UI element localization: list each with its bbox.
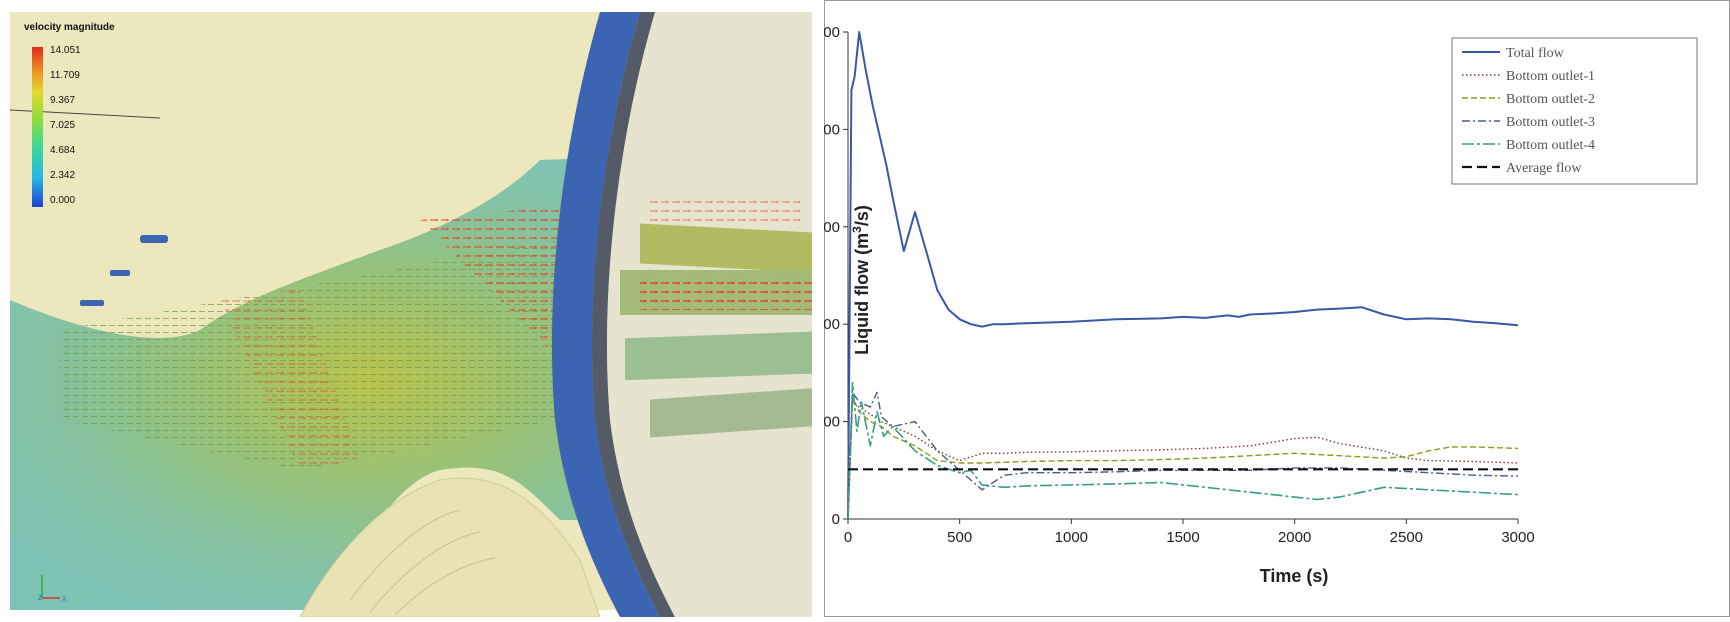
axes-triad: z x — [38, 575, 67, 603]
intake-wall — [552, 12, 660, 617]
y-tick-label: 0 — [832, 511, 840, 528]
chart-legend: Total flow Bottom outlet-1 Bottom outlet-2… — [1451, 37, 1698, 185]
legend-tick-label: 11.709 — [50, 70, 80, 81]
intake-rim — [592, 12, 675, 617]
x-tick-label: 1000 — [1055, 529, 1088, 546]
series-line-4 — [847, 391, 1519, 520]
x-tick-label: 1500 — [1166, 529, 1199, 546]
legend-tick-label: 0.000 — [50, 195, 75, 206]
y-axis-label-sup: 3 — [850, 226, 864, 233]
legend-title: velocity magnitude — [24, 22, 115, 33]
legend-tick-label: 7.025 — [50, 120, 75, 131]
outlet-tube-vectors — [640, 195, 812, 310]
triad-z-label: z — [38, 592, 43, 602]
sand-mound — [299, 477, 601, 618]
series-line-3 — [847, 396, 1519, 520]
x-tick-label: 2000 — [1278, 529, 1311, 546]
y-axis-label-prefix: Liquid flow (m — [852, 233, 872, 355]
legend-entry: Bottom outlet-1 — [1506, 69, 1595, 84]
y-tick-label: 800 — [824, 121, 840, 138]
y-axis-label-suffix: /s) — [852, 205, 872, 226]
y-tick-label: 200 — [824, 414, 840, 431]
cfd-velocity-field: velocity magnitude 14.051 11.709 9.367 7.02… — [0, 0, 812, 618]
series-line-1 — [847, 31, 1519, 520]
legend-entry: Average flow — [1506, 161, 1582, 176]
legend-tick-label: 9.367 — [50, 95, 75, 106]
x-tick-label: 0 — [844, 529, 852, 546]
series-line-2 — [847, 401, 1519, 520]
y-tick-label: 400 — [824, 316, 840, 333]
triad-x-label: x — [62, 593, 67, 603]
x-tick-label: 2500 — [1390, 529, 1423, 546]
series-line-5 — [847, 381, 1519, 520]
legend-tick-label: 14.051 — [50, 45, 81, 56]
x-tick-label: 3000 — [1501, 529, 1534, 546]
sand-mound-contours — [349, 509, 496, 616]
y-tick-label: 600 — [824, 219, 840, 236]
color-bar — [32, 47, 43, 207]
x-axis-label: Time (s) — [1260, 566, 1329, 586]
high-velocity-vectors-lower — [220, 290, 360, 470]
legend-entry: Total flow — [1506, 46, 1565, 61]
legend-entry: Bottom outlet-4 — [1506, 138, 1595, 153]
velocity-vectors — [60, 240, 600, 470]
cfd-visualization: velocity magnitude 14.051 11.709 9.367 7.02… — [9, 12, 812, 618]
y-axis-label: Liquid flow (m3/s) — [850, 205, 872, 355]
legend-tick-label: 4.684 — [50, 145, 75, 156]
chart-svg: 0 500 1000 1500 2000 2500 3000 0 200 400 600 800 100… — [807, 0, 1730, 617]
liquid-flow-chart: 0 500 1000 1500 2000 2500 3000 0 200 400 600 800 100… — [807, 0, 1730, 617]
x-tick-label: 500 — [947, 529, 972, 546]
legend-entry: Bottom outlet-2 — [1506, 92, 1595, 107]
legend-entry: Bottom outlet-3 — [1506, 115, 1595, 130]
legend-tick-label: 2.342 — [50, 170, 75, 181]
legend-ticks: 14.051 11.709 9.367 7.025 4.684 2.342 0.000 — [50, 45, 81, 206]
y-tick-label: 1000 — [824, 24, 840, 41]
wall-patches — [80, 235, 168, 306]
legend-box — [1451, 37, 1698, 185]
